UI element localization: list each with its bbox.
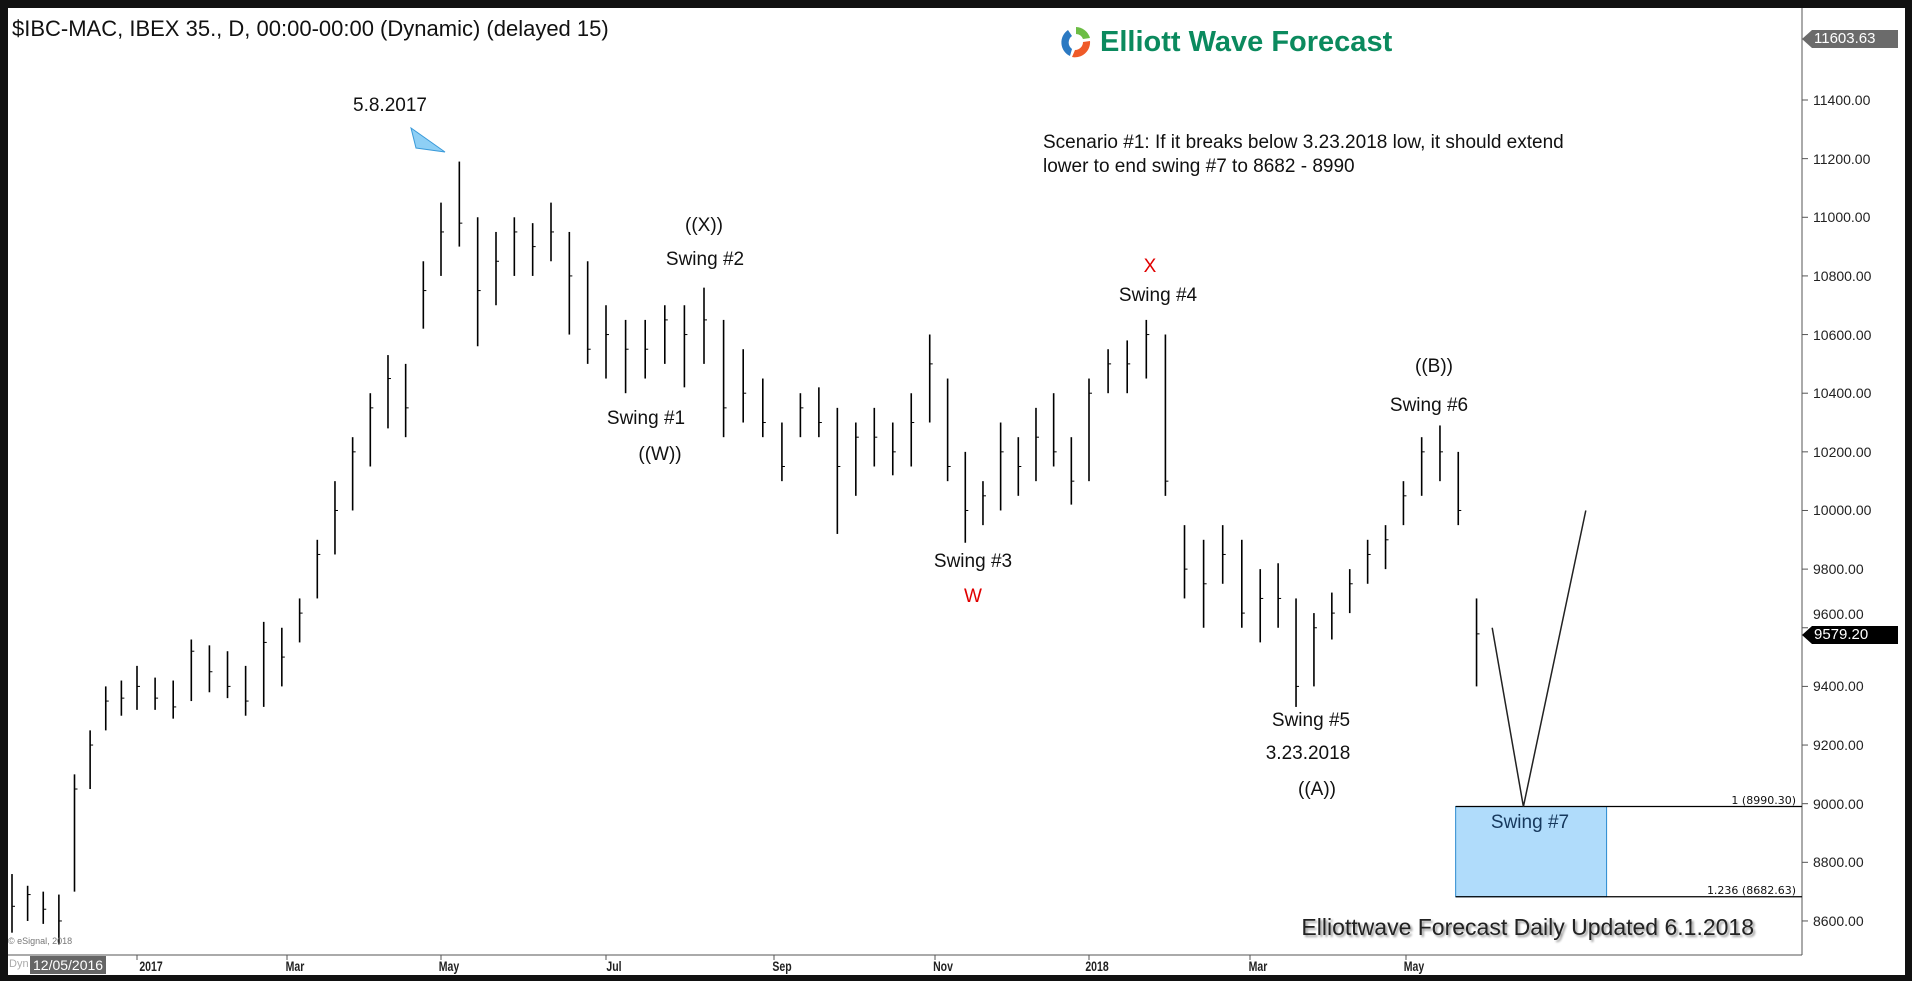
price-tick-label: 10800.00 [1813,267,1872,284]
price-tick-label: 8800.00 [1813,854,1864,871]
time-tick-label: Jul [606,958,622,974]
logo-text: Elliott Wave Forecast [1100,25,1393,58]
time-tick-label: May [438,958,460,974]
price-tick-label: 8600.00 [1813,912,1864,929]
peak-marker-icon [410,126,446,153]
swing4-label: Swing #4 [1118,285,1198,306]
logo: Elliott Wave Forecast [1058,24,1392,60]
fib-label-1236: 1.236 (8682.63) [1706,884,1796,897]
time-tick-label: Mar [1248,958,1268,974]
time-tick-label: Sep [772,958,792,974]
time-tick-label: 2018 [1085,958,1109,974]
time-tick-label: Mar [285,958,305,974]
target-zone-box [1455,806,1608,898]
peak-date-label: 5.8.2017 [353,95,427,116]
scenario-line-2: lower to end swing #7 to 8682 - 8990 [1043,156,1355,177]
swing2-label: Swing #2 [665,249,745,270]
logo-swirl-icon [1061,27,1091,58]
swing1-label: Swing #1 [606,408,686,429]
price-tick-label: 9800.00 [1813,561,1864,578]
price-tick-label: 11400.00 [1813,92,1871,108]
price-tick-label: 11000.00 [1813,209,1871,226]
copyright: © eSignal, 2018 [8,936,73,946]
price-tick-label: 11200.00 [1813,150,1871,167]
low-date-label: 3.23.2018 [1265,743,1351,764]
swing3-label: Swing #3 [933,551,1013,572]
price-tick-label: 9400.00 [1813,678,1864,695]
wave-x-double-label: ((X)) [685,215,723,236]
price-tick-label: 10400.00 [1813,385,1872,402]
price-tick-label: 9200.00 [1813,737,1864,754]
price-tick-label: 10200.00 [1813,443,1872,460]
dyn-label: Dyn [9,958,29,970]
time-tick-label: May [1403,958,1425,974]
footer-update-text: Elliottwave Forecast Daily Updated 6.1.2… [1301,914,1754,940]
wave-w-red-label: W [964,586,982,607]
price-tick-label: 9000.00 [1813,795,1864,812]
price-tick-label: 10600.00 [1813,326,1872,343]
wave-x-red-label: X [1143,256,1157,277]
time-tick-label: Nov [933,958,953,974]
last-price-flag: 9579.20 [1802,626,1898,644]
high-price-flag: 11603.63 [1802,30,1898,48]
price-tick-label: 9600.00 [1813,605,1864,622]
scenario-note: Scenario #1: If it breaks below 3.23.201… [1043,131,1564,179]
projection-path [1491,510,1587,807]
chart-title: $IBC-MAC, IBEX 35., D, 00:00-00:00 (Dyna… [12,16,609,41]
price-tick-label: 10000.00 [1813,502,1872,519]
swing6-label: Swing #6 [1389,395,1469,416]
scenario-line-1: Scenario #1: If it breaks below 3.23.201… [1043,132,1564,153]
swing7-label: Swing #7 [1490,812,1570,833]
swing5-label: Swing #5 [1271,710,1351,731]
wave-w-double-label: ((W)) [638,444,682,465]
fib-label-1: 1 (8990.30) [1731,794,1796,807]
time-tick-label: 2017 [139,958,163,974]
wave-b-double-label: ((B)) [1415,356,1453,377]
cursor-date-box: 12/05/2016 [30,956,107,974]
wave-a-double-label: ((A)) [1298,779,1336,800]
